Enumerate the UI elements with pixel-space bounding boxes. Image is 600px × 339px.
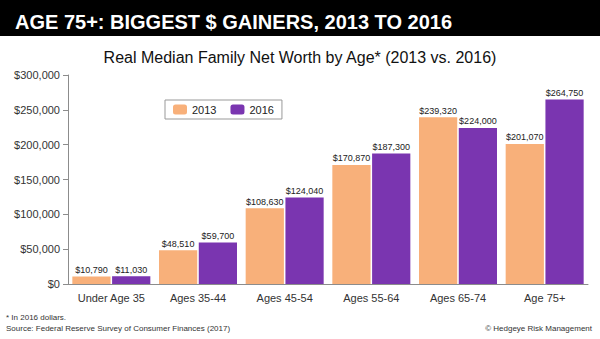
svg-text:$0: $0: [48, 278, 60, 290]
svg-text:$300,000: $300,000: [14, 69, 60, 81]
svg-text:Ages 45-54: Ages 45-54: [257, 292, 313, 304]
svg-text:$48,510: $48,510: [162, 239, 195, 249]
svg-text:$124,040: $124,040: [286, 186, 324, 196]
svg-text:$59,700: $59,700: [202, 231, 235, 241]
svg-text:2013: 2013: [192, 104, 216, 116]
svg-text:Ages 55-64: Ages 55-64: [343, 292, 399, 304]
svg-text:$224,000: $224,000: [459, 116, 497, 126]
svg-text:AGE 75+: BIGGEST $ GAINERS, 20: AGE 75+: BIGGEST $ GAINERS, 2013 TO 2016: [15, 11, 452, 33]
svg-text:Real Median Family Net Worth b: Real Median Family Net Worth by Age* (20…: [104, 49, 497, 66]
svg-text:$250,000: $250,000: [14, 104, 60, 116]
svg-text:$11,030: $11,030: [115, 265, 147, 275]
svg-text:Source: Federal Reserve Survey: Source: Federal Reserve Survey of Consum…: [6, 324, 230, 333]
svg-text:$200,000: $200,000: [14, 139, 60, 151]
svg-text:Ages 65-74: Ages 65-74: [430, 292, 486, 304]
svg-text:$100,000: $100,000: [14, 208, 60, 220]
svg-text:2016: 2016: [249, 104, 273, 116]
svg-text:Ages 35-44: Ages 35-44: [170, 292, 226, 304]
svg-text:$150,000: $150,000: [14, 174, 60, 186]
svg-text:Age 75+: Age 75+: [524, 292, 565, 304]
svg-text:* In 2016 dollars.: * In 2016 dollars.: [6, 313, 66, 322]
svg-text:Under Age 35: Under Age 35: [78, 292, 145, 304]
svg-text:© Hedgeye Risk Management: © Hedgeye Risk Management: [485, 324, 593, 333]
svg-text:$50,000: $50,000: [20, 243, 60, 255]
svg-text:$187,300: $187,300: [372, 142, 410, 152]
svg-text:$239,320: $239,320: [419, 106, 457, 116]
svg-text:$170,870: $170,870: [333, 153, 371, 163]
svg-text:$108,630: $108,630: [246, 197, 284, 207]
svg-text:$10,790: $10,790: [75, 265, 108, 275]
svg-text:$201,070: $201,070: [506, 132, 544, 142]
svg-text:$264,750: $264,750: [546, 88, 584, 98]
